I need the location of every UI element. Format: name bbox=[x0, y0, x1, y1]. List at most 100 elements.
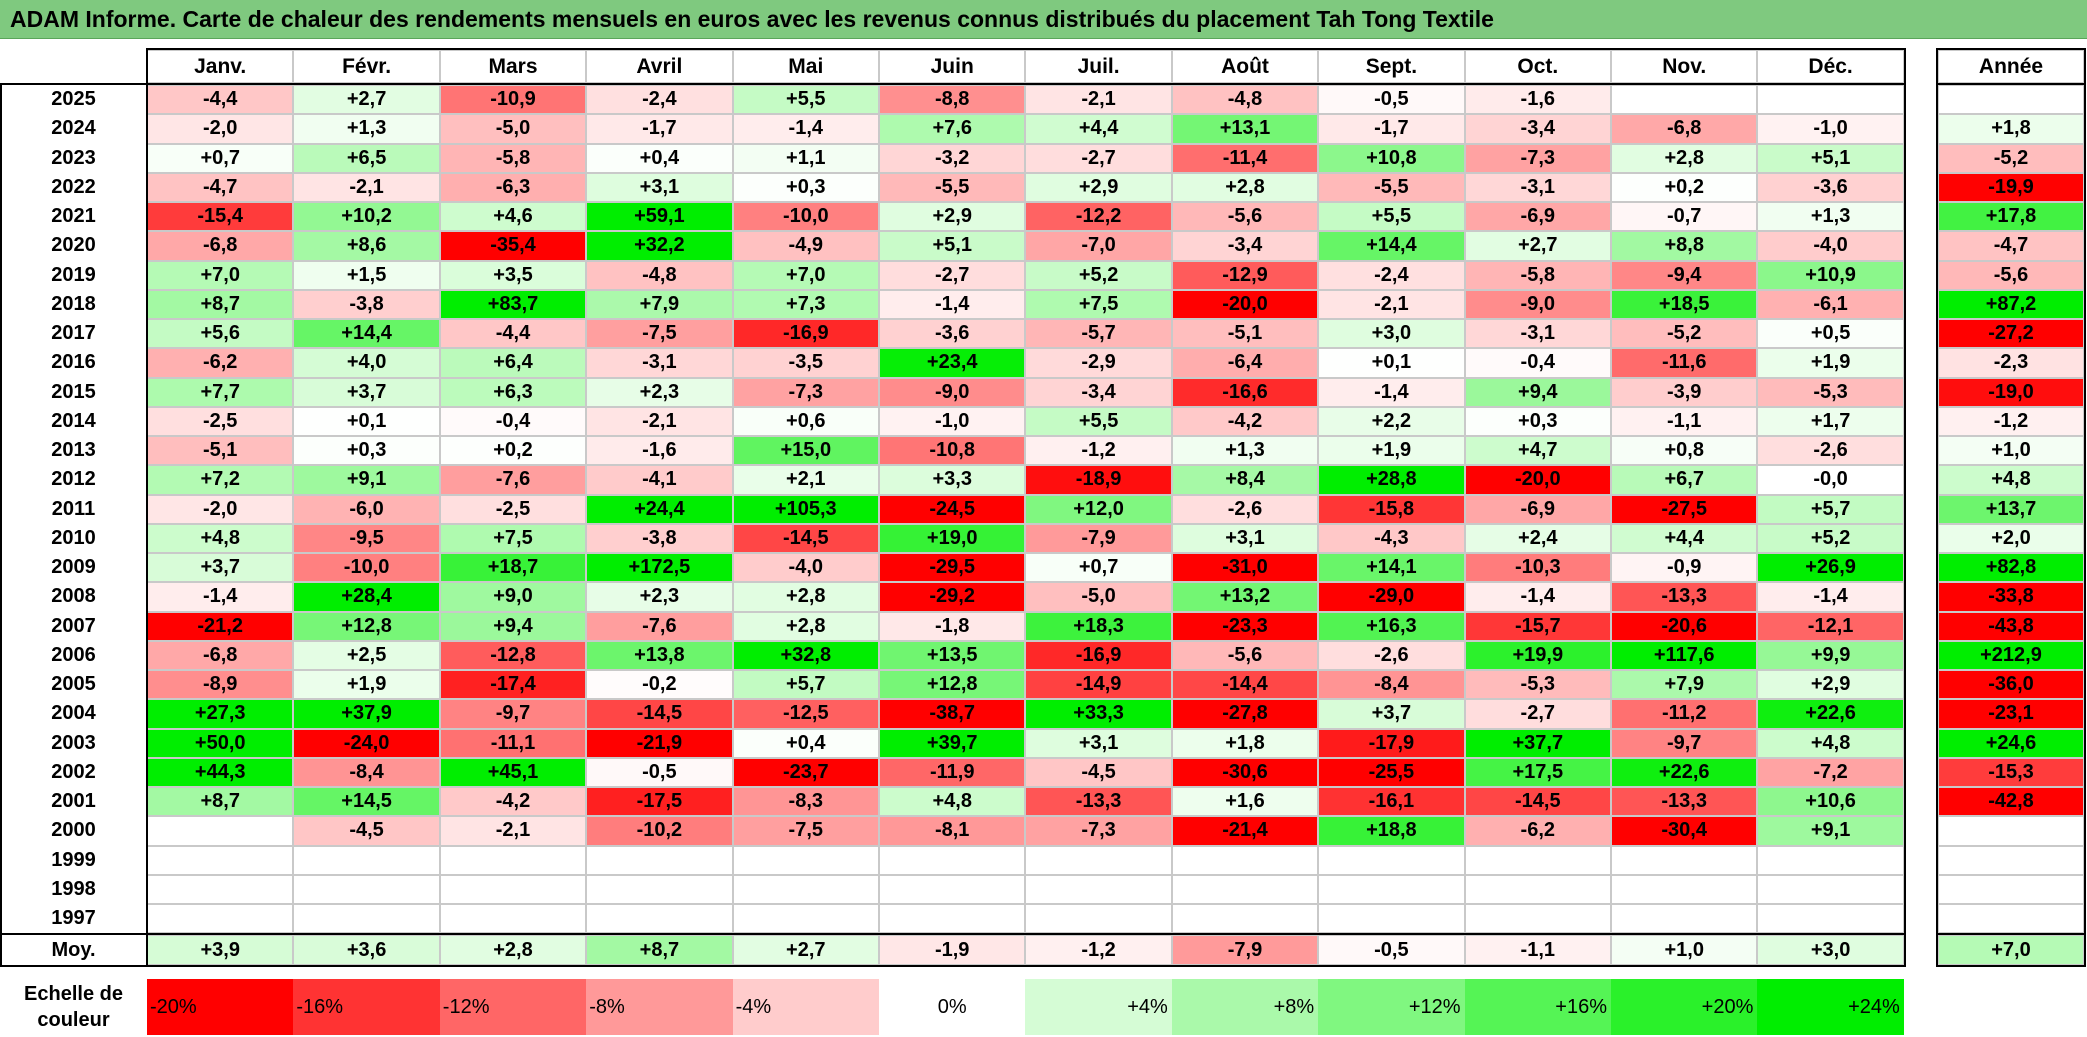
heatmap-cell: +6,5 bbox=[293, 143, 440, 173]
heatmap-cell bbox=[1318, 904, 1465, 934]
heatmap-cell: -10,3 bbox=[1464, 553, 1611, 583]
year-label: 2001 bbox=[51, 790, 96, 813]
heatmap-cell: -4,8 bbox=[1171, 85, 1319, 115]
heatmap-cell: -14,5 bbox=[586, 699, 733, 729]
average-cell: -7,9 bbox=[1171, 935, 1319, 965]
heatmap-cell: +1,9 bbox=[293, 670, 440, 700]
month-header: Févr. bbox=[293, 50, 440, 83]
heatmap-cell: +32,8 bbox=[732, 640, 879, 670]
heatmap-cell: -27,5 bbox=[1611, 494, 1758, 524]
heatmap-cell: +4,7 bbox=[1464, 436, 1611, 466]
heatmap-cell: -2,6 bbox=[1171, 494, 1319, 524]
heatmap-cell: -1,4 bbox=[879, 289, 1026, 319]
heatmap-cell bbox=[1464, 874, 1611, 904]
heatmap-cell bbox=[879, 874, 1026, 904]
heatmap-cell: +0,3 bbox=[1464, 406, 1611, 436]
average-cell: +1,0 bbox=[1611, 935, 1758, 965]
heatmap-cell: +4,0 bbox=[293, 348, 440, 378]
heatmap-cell: -7,5 bbox=[732, 816, 879, 846]
annual-cell bbox=[1938, 874, 2084, 904]
heatmap-cell: +7,5 bbox=[439, 523, 587, 553]
heatmap-cell: +9,9 bbox=[1757, 640, 1904, 670]
heatmap-cell: +27,3 bbox=[147, 699, 294, 729]
heatmap-cell bbox=[1757, 845, 1904, 875]
annual-average-divider bbox=[1936, 933, 2086, 935]
heatmap-cell: -1,7 bbox=[586, 114, 733, 144]
average-cell: +2,8 bbox=[439, 935, 587, 965]
heatmap-cell bbox=[1611, 904, 1758, 934]
heatmap-cell: -3,1 bbox=[586, 348, 733, 378]
heatmap-cell: -24,0 bbox=[293, 728, 440, 758]
heatmap-cell: +14,4 bbox=[1318, 231, 1465, 261]
heatmap-cell: -10,0 bbox=[293, 553, 440, 583]
heatmap-cell bbox=[1464, 845, 1611, 875]
year-label: 1999 bbox=[51, 848, 96, 871]
average-divider bbox=[0, 933, 1906, 935]
heatmap-cell bbox=[293, 874, 440, 904]
heatmap-cell: +26,9 bbox=[1757, 553, 1904, 583]
heatmap-cell: +9,1 bbox=[293, 465, 440, 495]
heatmap-cell bbox=[1171, 904, 1319, 934]
heatmap-cell: -5,6 bbox=[1171, 640, 1319, 670]
year-label: 2025 bbox=[51, 88, 96, 111]
annual-cell: +17,8 bbox=[1938, 202, 2084, 232]
heatmap-cell: -3,1 bbox=[1464, 319, 1611, 349]
heatmap-cell bbox=[732, 845, 879, 875]
heatmap-cell: -0,4 bbox=[1464, 348, 1611, 378]
heatmap-cell: +2,8 bbox=[1171, 172, 1319, 202]
heatmap-cell: +45,1 bbox=[439, 757, 587, 787]
heatmap-cell: +5,1 bbox=[879, 231, 1026, 261]
heatmap-cell: -2,7 bbox=[1464, 699, 1611, 729]
heatmap-cell: -21,4 bbox=[1171, 816, 1319, 846]
heatmap-cell: +1,1 bbox=[732, 143, 879, 173]
heatmap-cell: -29,0 bbox=[1318, 582, 1465, 612]
heatmap-cell: -8,4 bbox=[1318, 670, 1465, 700]
heatmap-cell: +0,2 bbox=[1611, 172, 1758, 202]
heatmap-cell bbox=[293, 904, 440, 934]
year-label: 2020 bbox=[51, 234, 96, 257]
heatmap-cell: +7,0 bbox=[147, 260, 294, 290]
average-cell: +3,9 bbox=[147, 935, 294, 965]
heatmap-cell: +1,9 bbox=[1757, 348, 1904, 378]
heatmap-cell: -5,7 bbox=[1025, 319, 1172, 349]
heatmap-cell bbox=[1318, 874, 1465, 904]
heatmap-cell: -6,9 bbox=[1464, 494, 1611, 524]
annual-cell: -36,0 bbox=[1938, 670, 2084, 700]
heatmap-cell: -7,5 bbox=[586, 319, 733, 349]
heatmap-cell: -29,2 bbox=[879, 582, 1026, 612]
month-header: Avril bbox=[586, 50, 733, 83]
month-header: Nov. bbox=[1611, 50, 1758, 83]
heatmap-cell: -2,0 bbox=[147, 494, 294, 524]
heatmap-cell: +12,0 bbox=[1025, 494, 1172, 524]
heatmap-cell: -6,2 bbox=[1464, 816, 1611, 846]
heatmap-cell: -1,7 bbox=[1318, 114, 1465, 144]
year-label: 2023 bbox=[51, 146, 96, 169]
heatmap-cell: -8,8 bbox=[879, 85, 1026, 115]
heatmap-cell: +6,7 bbox=[1611, 465, 1758, 495]
heatmap-cell: +18,8 bbox=[1318, 816, 1465, 846]
heatmap-cell: -0,2 bbox=[586, 670, 733, 700]
month-header: Mars bbox=[439, 50, 587, 83]
year-label: 2006 bbox=[51, 643, 96, 666]
heatmap-cell: -21,2 bbox=[147, 611, 294, 641]
year-label: 2009 bbox=[51, 556, 96, 579]
annual-cell: -1,2 bbox=[1938, 406, 2084, 436]
heatmap-cell: -3,1 bbox=[1464, 172, 1611, 202]
heatmap-cell: -10,0 bbox=[732, 202, 879, 232]
legend-swatch: -12% bbox=[439, 979, 587, 1035]
heatmap-cell: -12,8 bbox=[439, 640, 587, 670]
heatmap-cell: +6,4 bbox=[439, 348, 587, 378]
heatmap-cell: -2,9 bbox=[1025, 348, 1172, 378]
heatmap-cell: -5,0 bbox=[439, 114, 587, 144]
heatmap-cell: -0,5 bbox=[586, 757, 733, 787]
heatmap-cell: -16,9 bbox=[732, 319, 879, 349]
heatmap-cell: +2,2 bbox=[1318, 406, 1465, 436]
heatmap-cell: +4,4 bbox=[1611, 523, 1758, 553]
average-annual-cell: +7,0 bbox=[1938, 935, 2084, 965]
heatmap-cell: -12,2 bbox=[1025, 202, 1172, 232]
annual-cell: +87,2 bbox=[1938, 289, 2084, 319]
heatmap-cell: -3,6 bbox=[1757, 172, 1904, 202]
heatmap-cell: -5,1 bbox=[147, 436, 294, 466]
annual-cell: +4,8 bbox=[1938, 465, 2084, 495]
